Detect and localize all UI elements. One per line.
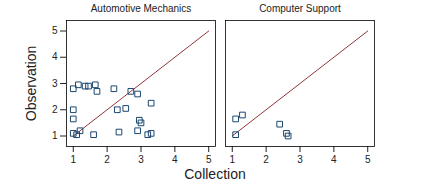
svg-text:2: 2 [104,154,110,165]
svg-text:2: 2 [263,154,269,165]
svg-text:2: 2 [52,104,58,115]
svg-text:4: 4 [52,51,58,62]
svg-text:3: 3 [297,154,303,165]
svg-text:Computer Support: Computer Support [259,3,341,14]
svg-text:4: 4 [331,154,337,165]
svg-text:5: 5 [365,154,371,165]
svg-text:5: 5 [206,154,212,165]
svg-text:1: 1 [229,154,235,165]
svg-text:1: 1 [70,154,76,165]
svg-text:1: 1 [52,130,58,141]
svg-text:Observation: Observation [23,46,39,121]
svg-text:3: 3 [52,78,58,89]
html-text:Collection: Collection [184,166,246,182]
svg-text:4: 4 [172,154,178,165]
svg-text:5: 5 [52,25,58,36]
svg-text:3: 3 [138,154,144,165]
svg-text:Automotive Mechanics: Automotive Mechanics [91,3,192,14]
